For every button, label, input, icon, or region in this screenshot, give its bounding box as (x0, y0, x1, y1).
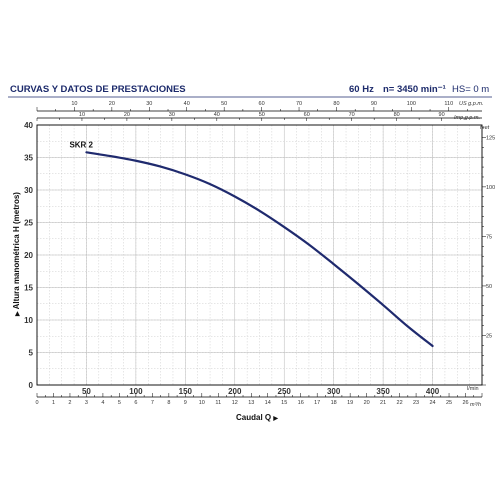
us-gpm-label: 40 (184, 101, 190, 107)
x-axis-title-text: Caudal Q (236, 413, 271, 422)
m3h-label: 11 (215, 400, 221, 406)
feet-label: 25 (486, 333, 492, 339)
y-tick-label: 35 (24, 154, 33, 163)
m3h-label: 4 (101, 400, 104, 406)
imp-gpm-label: 40 (214, 112, 220, 118)
m3h-label: 17 (314, 400, 320, 406)
y-axis-title: ▶ Altura manométrica H (metros) (12, 192, 21, 317)
m3h-label: 5 (118, 400, 121, 406)
x-tick-labels: 50 100 150 200 250 300 350 400 (82, 387, 440, 396)
x-tick-label: 300 (327, 387, 341, 396)
x-tick-label: 250 (278, 387, 292, 396)
y-tick-label: 20 (24, 251, 33, 260)
x-tick-label: 50 (82, 387, 91, 396)
m3h-label: 14 (265, 400, 271, 406)
m3h-label: 23 (413, 400, 419, 406)
x-tick-label: 100 (129, 387, 143, 396)
us-gpm-label: 90 (371, 101, 377, 107)
x-tick-label: 150 (179, 387, 193, 396)
y-tick-label: 40 (24, 121, 33, 130)
suction-height-label: HS= 0 m (452, 84, 489, 95)
series-line-skr2 (85, 151, 434, 348)
y-tick-label: 0 (29, 381, 34, 390)
m3h-label: 26 (462, 400, 468, 406)
m3h-label: 19 (347, 400, 353, 406)
us-gpm-label: 70 (296, 101, 302, 107)
m3h-label: 18 (331, 400, 337, 406)
us-gpm-label: 10 (71, 101, 77, 107)
x-axis-arrow: ▶ (272, 415, 278, 422)
m3h-label: 16 (298, 400, 304, 406)
m3h-label: 8 (167, 400, 170, 406)
m3h-label: 22 (397, 400, 403, 406)
m3h-unit: m³/h (470, 402, 481, 408)
m3h-label: 21 (380, 400, 386, 406)
us-gpm-label: 20 (109, 101, 115, 107)
x-unit-label: l/min (467, 386, 479, 392)
x-axis-title: Caudal Q ▶ (236, 413, 278, 422)
imp-gpm-label: 50 (259, 112, 265, 118)
us-gpm-unit: US g.p.m. (459, 101, 483, 107)
imp-gpm-label: 20 (124, 112, 130, 118)
series-group: SKR 2 (69, 140, 434, 348)
y-tick-label: 30 (24, 186, 33, 195)
y-tick-labels: 0 5 10 15 20 25 30 35 40 (24, 121, 33, 390)
feet-unit: feet (480, 125, 490, 131)
imp-gpm-label: 90 (439, 112, 445, 118)
m3h-label: 10 (199, 400, 205, 406)
x-tick-label: 200 (228, 387, 242, 396)
m3h-label: 6 (134, 400, 137, 406)
x-tick-label: 400 (426, 387, 440, 396)
imp-gpm-label: 60 (304, 112, 310, 118)
us-gpm-label: 110 (444, 101, 453, 107)
m3h-label: 15 (281, 400, 287, 406)
frequency-label: 60 Hz (349, 84, 374, 95)
m3h-label: 12 (232, 400, 238, 406)
right-feet-axis: 25 50 75 100 125 (482, 127, 495, 386)
m3h-label: 7 (151, 400, 154, 406)
speed-label: n= 3450 min⁻¹ (383, 84, 446, 95)
m3h-label: 24 (429, 400, 435, 406)
feet-label: 125 (486, 135, 495, 141)
m3h-label: 1 (52, 400, 55, 406)
imp-gpm-label: 70 (349, 112, 355, 118)
plot-frame (36, 124, 483, 386)
y-tick-label: 15 (24, 284, 33, 293)
us-gpm-label: 80 (333, 101, 339, 107)
y-tick-label: 25 (24, 219, 33, 228)
feet-label: 50 (486, 284, 492, 290)
feet-label: 100 (486, 185, 495, 191)
m3h-label: 2 (68, 400, 71, 406)
m3h-label: 25 (446, 400, 452, 406)
m3h-label: 3 (85, 400, 88, 406)
m3h-label: 9 (184, 400, 187, 406)
m3h-label: 20 (364, 400, 370, 406)
us-gpm-label: 50 (221, 101, 227, 107)
m3h-label: 0 (35, 400, 38, 406)
us-gpm-label: 30 (146, 101, 152, 107)
x-tick-label: 350 (376, 387, 390, 396)
y-axis-arrow: ▶ (14, 311, 21, 317)
imp-gpm-unit: Imp g.p.m. (454, 115, 480, 121)
chart-title: CURVAS Y DATOS DE PRESTACIONES (10, 84, 186, 95)
imp-gpm-label: 30 (169, 112, 175, 118)
m3h-label: 13 (248, 400, 254, 406)
y-axis-title-text: Altura manométrica H (metros) (12, 192, 21, 310)
feet-label: 75 (486, 234, 492, 240)
y-tick-label: 10 (24, 316, 33, 325)
us-gpm-label: 100 (407, 101, 416, 107)
y-tick-label: 5 (29, 349, 34, 358)
imp-gpm-label: 80 (394, 112, 400, 118)
bottom-m3h-axis: 0 1 2 3 4 5 6 7 8 9 10 11 12 13 14 15 16 17 18 19 20 21 22 23 24… (35, 393, 483, 406)
imp-gpm-label: 10 (79, 112, 85, 118)
us-gpm-label: 60 (259, 101, 265, 107)
series-label-skr2: SKR 2 (69, 140, 93, 149)
